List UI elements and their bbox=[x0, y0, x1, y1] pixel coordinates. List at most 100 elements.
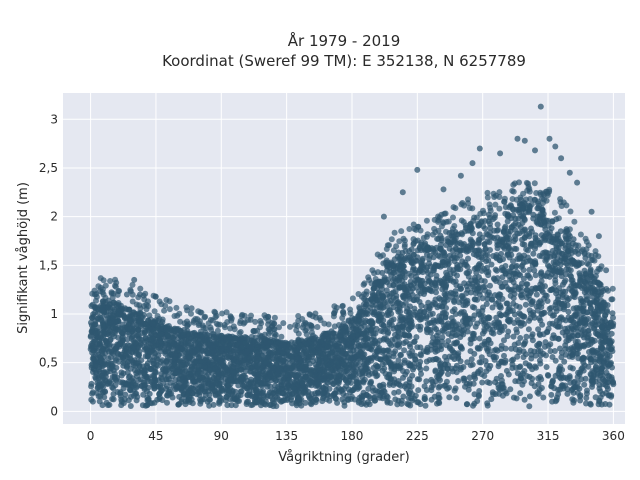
data-point bbox=[130, 338, 137, 345]
data-point bbox=[307, 368, 314, 375]
data-point bbox=[574, 282, 581, 289]
data-point bbox=[526, 317, 532, 324]
data-point bbox=[172, 382, 179, 389]
data-point bbox=[444, 365, 451, 372]
data-point bbox=[419, 255, 426, 262]
data-point bbox=[438, 369, 445, 376]
data-point bbox=[437, 245, 443, 252]
data-point bbox=[310, 358, 316, 365]
data-point bbox=[493, 314, 500, 321]
data-point bbox=[450, 252, 457, 259]
data-point bbox=[409, 391, 416, 398]
data-point bbox=[430, 317, 437, 324]
data-point bbox=[487, 282, 493, 289]
data-point bbox=[475, 253, 482, 260]
data-point bbox=[187, 335, 194, 342]
data-point bbox=[570, 305, 577, 312]
data-point bbox=[111, 370, 118, 377]
data-point bbox=[434, 400, 440, 407]
data-point bbox=[194, 358, 200, 365]
data-point bbox=[548, 391, 555, 398]
data-point bbox=[433, 332, 440, 339]
data-point bbox=[332, 378, 339, 385]
data-point bbox=[288, 394, 295, 401]
data-point bbox=[531, 314, 538, 321]
data-point bbox=[524, 254, 531, 261]
data-point bbox=[356, 397, 362, 404]
data-point bbox=[383, 355, 390, 362]
data-point bbox=[384, 347, 391, 354]
data-point bbox=[498, 323, 505, 330]
data-point bbox=[498, 342, 505, 349]
data-point bbox=[97, 303, 104, 309]
data-point bbox=[402, 371, 409, 378]
data-point bbox=[569, 396, 576, 403]
data-point bbox=[364, 336, 371, 342]
data-point bbox=[397, 317, 404, 324]
data-point bbox=[591, 325, 598, 332]
data-point bbox=[458, 292, 465, 299]
data-point bbox=[137, 310, 144, 316]
data-point bbox=[397, 352, 404, 358]
data-point bbox=[401, 347, 408, 354]
data-point bbox=[216, 399, 223, 406]
data-point bbox=[551, 348, 558, 354]
data-point bbox=[547, 229, 553, 236]
data-point bbox=[517, 390, 524, 397]
data-point bbox=[212, 354, 219, 361]
data-point bbox=[161, 346, 167, 353]
data-point bbox=[387, 380, 394, 386]
data-point bbox=[371, 395, 378, 401]
data-point bbox=[562, 277, 569, 284]
data-point bbox=[390, 281, 397, 288]
data-point bbox=[225, 382, 232, 389]
data-point bbox=[507, 386, 514, 393]
data-point bbox=[523, 281, 530, 288]
data-point bbox=[510, 356, 517, 363]
data-point bbox=[587, 321, 594, 328]
data-point bbox=[457, 343, 464, 350]
data-point bbox=[463, 248, 470, 255]
data-point bbox=[490, 391, 497, 398]
data-point bbox=[517, 320, 524, 327]
data-point bbox=[365, 393, 372, 400]
data-point bbox=[533, 364, 539, 371]
data-point bbox=[421, 291, 427, 297]
data-point bbox=[483, 301, 490, 307]
data-point bbox=[520, 205, 527, 212]
data-point bbox=[127, 387, 134, 394]
data-point bbox=[539, 288, 546, 295]
data-point bbox=[259, 364, 266, 371]
data-point bbox=[436, 279, 443, 286]
data-point bbox=[100, 362, 107, 369]
data-point bbox=[501, 245, 508, 252]
data-point bbox=[248, 376, 254, 383]
data-point bbox=[513, 246, 520, 252]
data-point bbox=[515, 221, 522, 228]
data-point bbox=[451, 299, 458, 305]
data-point bbox=[513, 302, 520, 309]
data-point bbox=[521, 241, 528, 248]
data-point bbox=[147, 336, 154, 343]
data-point bbox=[552, 322, 559, 329]
data-point bbox=[253, 399, 260, 406]
data-point bbox=[202, 356, 209, 363]
data-point bbox=[412, 352, 418, 359]
data-point bbox=[446, 353, 453, 360]
data-point bbox=[302, 389, 309, 396]
data-point bbox=[502, 279, 509, 286]
data-point bbox=[445, 330, 452, 337]
data-point bbox=[563, 338, 570, 345]
data-point bbox=[288, 354, 295, 360]
data-point bbox=[413, 279, 420, 286]
data-point bbox=[395, 357, 402, 364]
data-point bbox=[316, 366, 323, 373]
data-point bbox=[436, 383, 443, 390]
data-point bbox=[556, 285, 562, 292]
data-point bbox=[100, 308, 107, 315]
data-point bbox=[125, 306, 132, 313]
data-point bbox=[496, 329, 503, 336]
data-point bbox=[468, 356, 475, 363]
data-point bbox=[493, 252, 500, 258]
